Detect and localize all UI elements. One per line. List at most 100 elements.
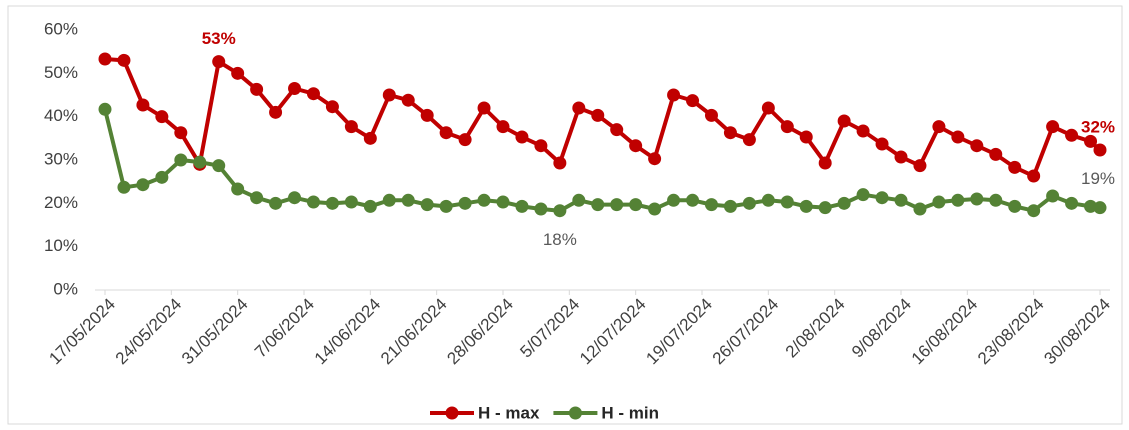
data-point — [951, 130, 965, 144]
data-point — [420, 108, 434, 122]
data-label: 19% — [1081, 169, 1115, 188]
data-point — [193, 155, 207, 169]
data-point — [818, 156, 832, 170]
data-point — [913, 202, 927, 216]
data-label: 53% — [202, 29, 236, 48]
data-label: 18% — [543, 230, 577, 249]
data-point — [799, 199, 813, 213]
data-point — [610, 198, 624, 212]
data-point — [269, 105, 283, 119]
data-point — [401, 193, 415, 207]
data-point — [875, 137, 889, 151]
data-point — [401, 93, 415, 107]
data-point — [1027, 204, 1041, 218]
data-point — [686, 94, 700, 108]
data-point — [970, 139, 984, 153]
data-point — [1093, 201, 1107, 215]
data-point — [98, 52, 112, 66]
data-point — [212, 55, 226, 69]
data-point — [534, 139, 548, 153]
data-point — [667, 193, 681, 207]
legend-label: H - min — [601, 403, 659, 422]
data-point — [534, 202, 548, 216]
data-point — [932, 195, 946, 209]
data-point — [686, 193, 700, 207]
data-point — [306, 87, 320, 101]
data-point — [856, 124, 870, 138]
data-point — [1084, 199, 1098, 213]
data-point — [477, 193, 491, 207]
data-point — [780, 195, 794, 209]
data-point — [1027, 169, 1041, 183]
data-point — [742, 133, 756, 147]
data-point — [174, 153, 188, 167]
data-point — [496, 195, 510, 209]
data-point — [155, 110, 169, 124]
data-point — [382, 193, 396, 207]
data-point — [989, 193, 1003, 207]
data-label: 32% — [1081, 118, 1115, 137]
data-point — [629, 198, 643, 212]
data-point — [723, 199, 737, 213]
data-point — [344, 195, 358, 209]
data-point — [629, 139, 643, 153]
data-point — [723, 126, 737, 140]
data-point — [439, 126, 453, 140]
data-point — [913, 159, 927, 173]
data-point — [799, 130, 813, 144]
legend-marker — [445, 406, 459, 420]
y-tick-label: 0% — [53, 279, 78, 298]
data-point — [553, 204, 567, 218]
data-point — [212, 159, 226, 173]
data-point — [875, 191, 889, 205]
data-point — [837, 196, 851, 210]
data-point — [591, 108, 605, 122]
legend-label: H - max — [478, 403, 540, 422]
data-point — [1065, 128, 1079, 142]
data-point — [894, 150, 908, 164]
data-point — [458, 133, 472, 147]
data-point — [553, 156, 567, 170]
data-point — [515, 199, 529, 213]
data-point — [837, 114, 851, 128]
legend-marker — [568, 406, 582, 420]
data-point — [818, 201, 832, 215]
data-point — [1008, 160, 1022, 174]
y-tick-label: 20% — [44, 193, 78, 212]
data-point — [439, 199, 453, 213]
data-point — [970, 192, 984, 206]
data-point — [363, 131, 377, 145]
data-point — [288, 191, 302, 205]
data-point — [742, 196, 756, 210]
data-point — [932, 120, 946, 134]
data-point — [780, 120, 794, 134]
data-point — [856, 188, 870, 202]
data-point — [572, 193, 586, 207]
data-point — [572, 101, 586, 115]
data-point — [250, 191, 264, 205]
data-point — [136, 178, 150, 192]
data-point — [269, 196, 283, 210]
data-point — [648, 152, 662, 166]
y-tick-label: 40% — [44, 106, 78, 125]
data-point — [704, 198, 718, 212]
data-point — [306, 195, 320, 209]
data-point — [496, 120, 510, 134]
data-point — [382, 88, 396, 102]
data-point — [515, 130, 529, 144]
data-point — [1093, 143, 1107, 157]
chart-border — [7, 5, 1123, 425]
data-point — [250, 82, 264, 96]
data-point — [761, 101, 775, 115]
data-point — [136, 98, 150, 112]
data-point — [420, 198, 434, 212]
data-point — [761, 193, 775, 207]
data-point — [363, 199, 377, 213]
data-point — [1065, 196, 1079, 210]
data-point — [894, 193, 908, 207]
y-tick-label: 60% — [44, 19, 78, 38]
data-point — [1008, 199, 1022, 213]
data-point — [1046, 120, 1060, 134]
data-point — [231, 182, 245, 196]
